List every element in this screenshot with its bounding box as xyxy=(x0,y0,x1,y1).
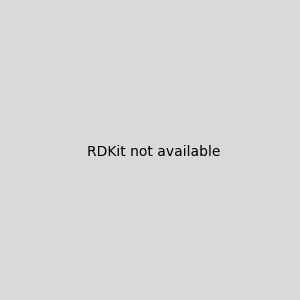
Text: RDKit not available: RDKit not available xyxy=(87,145,220,158)
